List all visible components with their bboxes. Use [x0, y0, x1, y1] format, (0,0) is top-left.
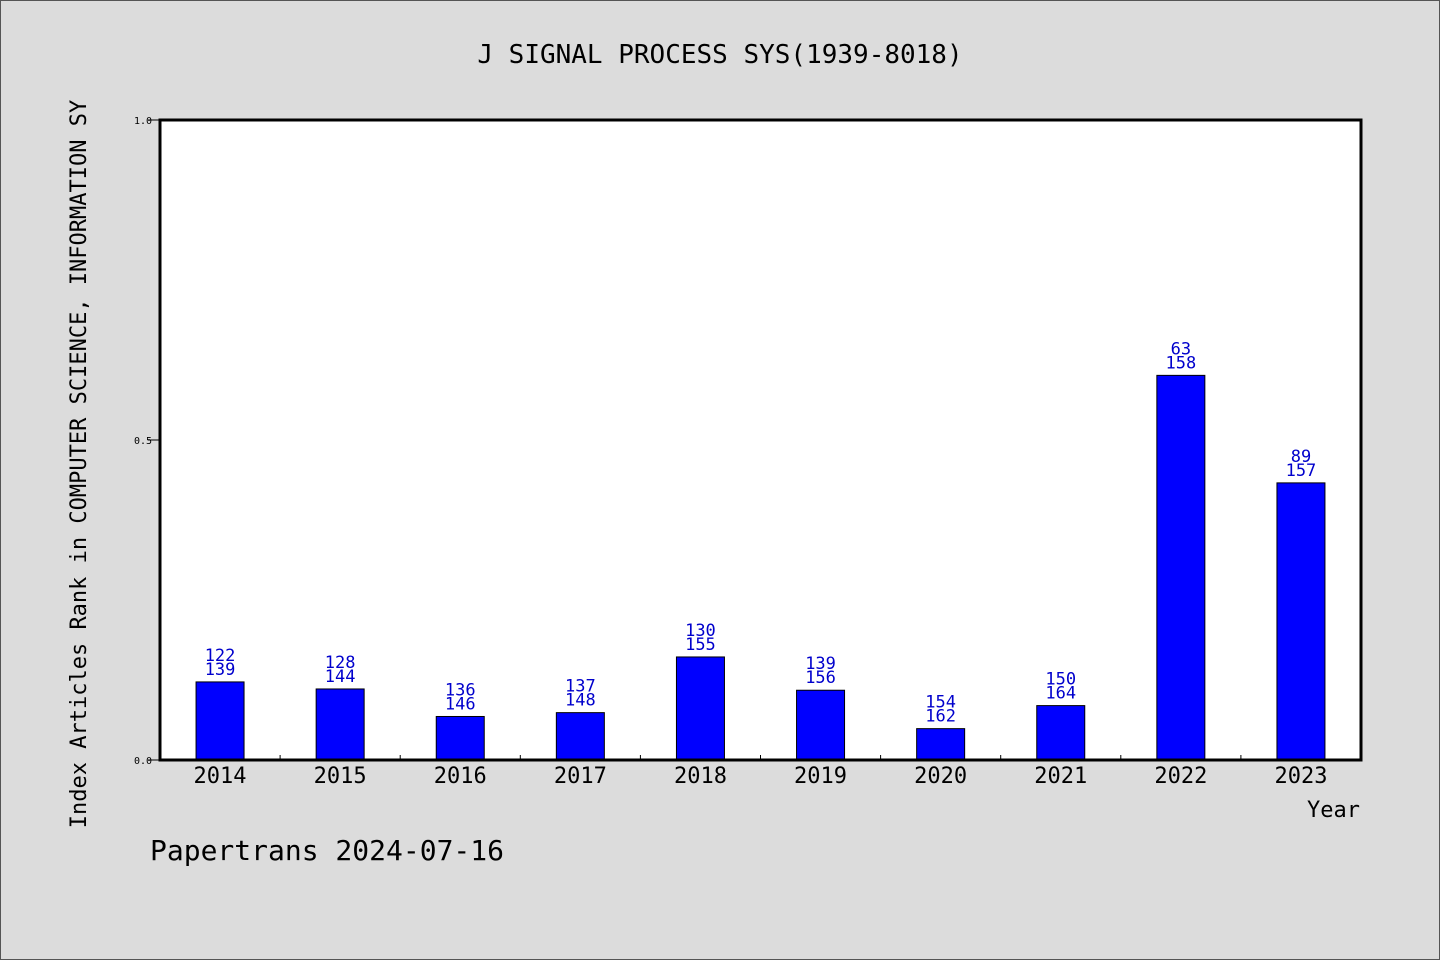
- bar-label-bottom-2015: 144: [325, 667, 356, 687]
- bar-label-bottom-2019: 156: [805, 668, 836, 688]
- x-tick-label-2016: 2016: [434, 764, 487, 789]
- x-tick-label-2022: 2022: [1154, 764, 1207, 789]
- bar-label-top-2022: 63: [1171, 339, 1191, 359]
- chart-title: J SIGNAL PROCESS SYS(1939-8018): [477, 40, 962, 70]
- bar-2021: [1036, 705, 1086, 761]
- x-tick-label-2023: 2023: [1274, 764, 1327, 789]
- x-tick-label-2018: 2018: [674, 764, 727, 789]
- axis-ticks-group: 2014 2015 2016 2017 2018 2019 2020 2021 2022 2023…: [134, 116, 1328, 789]
- bar-label-bottom-2021: 164: [1045, 684, 1076, 704]
- y-axis-label: Index Articles Rank in COMPUTER SCIENCE,…: [67, 100, 92, 828]
- bar-2023: [1276, 482, 1326, 761]
- bar-label-top-2018: 130: [685, 621, 716, 641]
- x-tick-label-2015: 2015: [314, 764, 367, 789]
- bar-label-top-2017: 137: [565, 677, 596, 697]
- x-tick-label-2019: 2019: [794, 764, 847, 789]
- x-tick-label-2021: 2021: [1034, 764, 1087, 789]
- bar-2022: [1156, 374, 1206, 761]
- bar-label-top-2021: 150: [1045, 670, 1076, 690]
- bar-label-bottom-2020: 162: [925, 707, 956, 727]
- y-tick-label: 0.5: [134, 436, 152, 447]
- footer-credit: Papertrans 2024-07-16: [150, 834, 505, 867]
- y-tick-label: 0.0: [134, 756, 152, 767]
- bar-2018: [675, 656, 725, 761]
- bar-label-bottom-2023: 157: [1286, 461, 1317, 481]
- bar-label-bottom-2017: 148: [565, 691, 596, 711]
- x-tick-label-2014: 2014: [194, 764, 247, 789]
- bar-label-bottom-2016: 146: [445, 694, 476, 714]
- bar-label-top-2023: 89: [1291, 447, 1311, 467]
- plot-border: [158, 118, 1363, 762]
- y-tick-label: 1.0: [134, 116, 152, 127]
- bar-label-top-2019: 139: [805, 654, 836, 674]
- bar-2019: [796, 689, 846, 761]
- bar-label-top-2020: 154: [925, 693, 956, 713]
- bar-2016: [435, 715, 485, 761]
- bars-group: [195, 374, 1326, 761]
- bar-label-bottom-2018: 155: [685, 635, 716, 655]
- x-axis-label: Year: [1307, 798, 1360, 823]
- bar-label-top-2016: 136: [445, 680, 476, 700]
- bar-2017: [555, 712, 605, 761]
- x-tick-label-2017: 2017: [554, 764, 607, 789]
- bar-2015: [315, 688, 365, 761]
- bar-label-top-2015: 128: [325, 653, 356, 673]
- bar-label-bottom-2022: 158: [1165, 353, 1196, 373]
- x-tick-label-2020: 2020: [914, 764, 967, 789]
- bar-label-top-2014: 122: [205, 646, 236, 666]
- bar-2014: [195, 681, 245, 761]
- bar-2020: [916, 728, 966, 761]
- bar-label-bottom-2014: 139: [205, 660, 236, 680]
